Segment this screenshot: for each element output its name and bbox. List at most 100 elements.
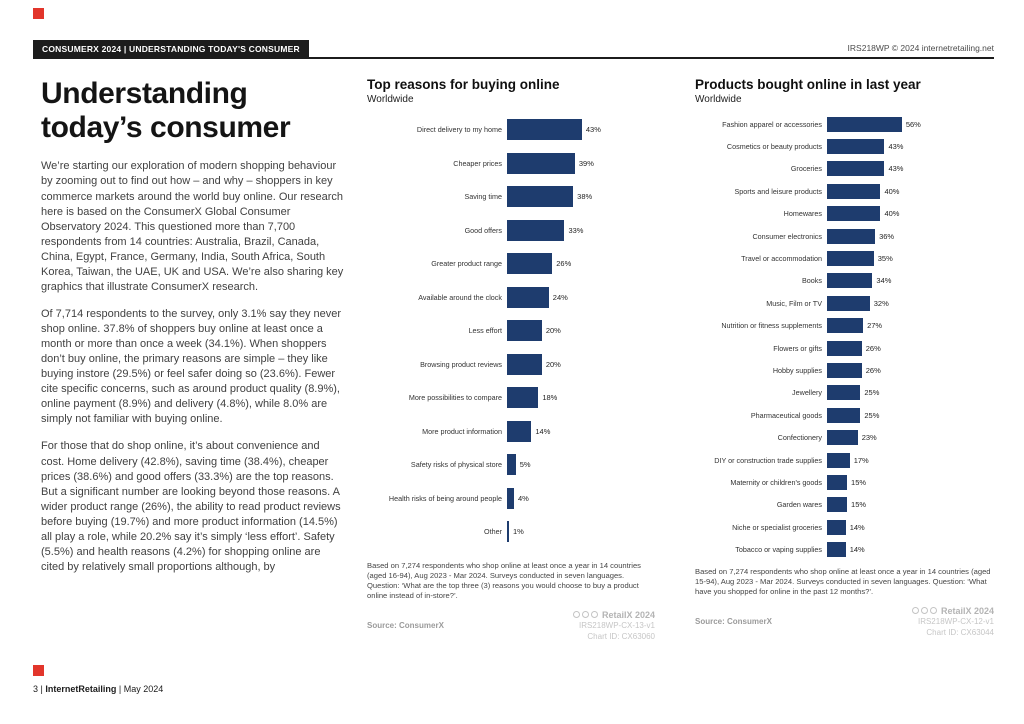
page-header: CONSUMERX 2024 | UNDERSTANDING TODAY'S C… (33, 40, 994, 59)
bar-row: Maternity or children's goods 15% (695, 471, 994, 493)
bar-label: Groceries (790, 164, 822, 174)
bar (507, 253, 553, 275)
bar-row: Nutrition or fitness supplements 27% (695, 315, 994, 337)
bar-row: Tobacco or vaping supplies 14% (695, 538, 994, 560)
page-footer: 3 | InternetRetailing | May 2024 (33, 665, 163, 694)
bar-label: Cheaper prices (453, 158, 502, 168)
bar (827, 474, 848, 490)
bar-label: Garden wares (776, 500, 822, 510)
bar-value: 35% (877, 254, 893, 264)
chart-footnote: Based on 7,274 respondents who shop onli… (695, 566, 991, 596)
chart-source: Source: ConsumerX (367, 620, 444, 630)
bar-row: Hobby supplies 26% (695, 359, 994, 381)
bar-row: Pharmaceutical goods 25% (695, 404, 994, 426)
bar (507, 521, 509, 543)
bar-row: Sports and leisure products 40% (695, 180, 994, 202)
bar (507, 219, 565, 241)
chart-products-bought: Products bought online in last year Worl… (695, 77, 994, 642)
watermark-ref: IRS218WP-CX-13-v1 (578, 620, 655, 630)
bar (827, 452, 850, 468)
bar (827, 385, 861, 401)
bar (827, 183, 881, 199)
bar (507, 454, 516, 476)
bar (827, 497, 848, 513)
chart-bars: Fashion apparel or accessories 56% Cosmeti… (695, 113, 994, 561)
bar-label: Books (802, 276, 822, 286)
bar-value: 14% (849, 522, 865, 532)
bar-row: DIY or construction trade supplies 17% (695, 449, 994, 471)
bar-row: Music, Film or TV 32% (695, 292, 994, 314)
bar-label: Saving time (464, 192, 502, 202)
bar-label: Tobacco or vaping supplies (735, 545, 822, 555)
article-paragraph-3: For those that do shop online, it’s abou… (41, 440, 341, 573)
bar-value: 25% (864, 410, 880, 420)
bar (507, 387, 539, 409)
bar-label: Sports and leisure products (734, 186, 823, 196)
bar-value: 27% (867, 321, 883, 331)
bar-value: 26% (865, 365, 881, 375)
bar-value: 1% (513, 527, 524, 537)
header-doc-code: IRS218WP © 2024 internetretailing.net (847, 43, 994, 53)
page-number: 3 (33, 684, 39, 694)
footer-text: 3 | InternetRetailing | May 2024 (33, 684, 163, 694)
bar-row: Jewellery 25% (695, 382, 994, 404)
bar-value: 43% (888, 164, 904, 174)
bar (507, 186, 574, 208)
chart-title: Products bought online in last year (695, 77, 921, 92)
bar (827, 206, 881, 222)
bar-row: Safety risks of physical store 5% (367, 448, 655, 482)
bar (507, 420, 532, 442)
bar (827, 161, 885, 177)
bar-value: 43% (888, 142, 904, 152)
bar-row: Cheaper prices 39% (367, 147, 655, 181)
main-content: Understanding today’s consumer We’re sta… (33, 59, 994, 642)
bar-row: Garden wares 15% (695, 494, 994, 516)
chart-watermark: RetailX 2024 IRS218WP-CX-13-v1 Chart ID:… (572, 609, 655, 643)
watermark-ref: IRS218WP-CX-12-v1 (917, 617, 994, 626)
bar-row: More product information 14% (367, 415, 655, 449)
bar-row: Direct delivery to my home 43% (367, 113, 655, 147)
watermark-brand: RetailX 2024 (940, 605, 994, 616)
article-column: Understanding today’s consumer We’re sta… (41, 77, 345, 642)
bar-label: Hobby supplies (772, 365, 822, 375)
bar-row: Browsing product reviews 20% (367, 348, 655, 382)
bar-label: Travel or accommodation (741, 254, 822, 264)
bar-row: Flowers or gifts 26% (695, 337, 994, 359)
bar-row: Groceries 43% (695, 158, 994, 180)
bar (827, 251, 874, 267)
bar-label: Confectionery (777, 433, 822, 443)
bar-value: 43% (585, 125, 601, 135)
chart-source: Source: ConsumerX (695, 617, 772, 627)
bar-row: More possibilities to compare 18% (367, 381, 655, 415)
bar (827, 116, 902, 132)
bar-label: More product information (422, 426, 502, 436)
bar-label: Greater product range (431, 259, 502, 269)
bar (507, 320, 542, 342)
bar-value: 15% (851, 500, 867, 510)
bar-value: 38% (577, 192, 593, 202)
bar-row: Cosmetics or beauty products 43% (695, 135, 994, 157)
bar-label: Jewellery (792, 388, 822, 398)
footer-date: May 2024 (123, 684, 164, 694)
bar (507, 119, 582, 141)
bar-label: Browsing product reviews (420, 359, 502, 369)
bar-row: Health risks of being around people 4% (367, 482, 655, 516)
bar-value: 24% (552, 292, 568, 302)
chart-top-reasons: Top reasons for buying online Worldwide … (367, 77, 655, 642)
bar-label: Niche or specialist groceries (732, 522, 822, 532)
bar (827, 318, 864, 334)
bar-label: Cosmetics or beauty products (726, 142, 822, 152)
bar-row: Niche or specialist groceries 14% (695, 516, 994, 538)
article-paragraph-1: We’re starting our exploration of modern… (41, 160, 344, 293)
retailx-logo-icon (572, 611, 598, 619)
chart-watermark: RetailX 2024 IRS218WP-CX-12-v1 Chart ID:… (911, 605, 994, 639)
bar-label: Maternity or children's goods (730, 477, 822, 487)
chart-subtitle: Worldwide (367, 94, 414, 105)
bar-value: 15% (851, 477, 867, 487)
bar (827, 362, 862, 378)
article-paragraph-2: Of 7,714 respondents to the survey, only… (41, 307, 342, 426)
bar-label: More possibilities to compare (408, 393, 502, 403)
bar (507, 353, 542, 375)
bar-row: Saving time 38% (367, 180, 655, 214)
header-banner: CONSUMERX 2024 | UNDERSTANDING TODAY'S C… (33, 40, 309, 57)
